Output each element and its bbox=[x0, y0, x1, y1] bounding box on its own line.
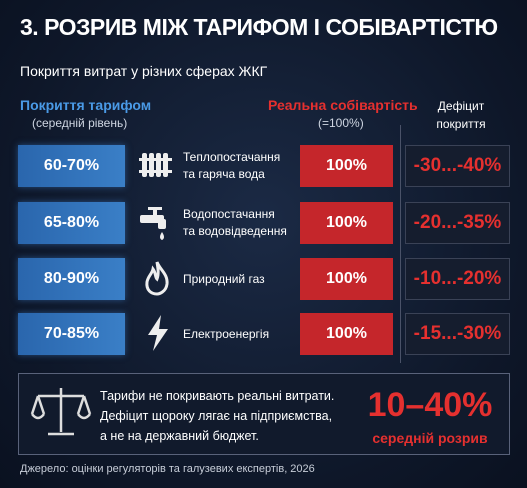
tariff-cell: 65-80% bbox=[18, 202, 125, 244]
sector-label: Природний газ bbox=[183, 271, 265, 288]
title: 3. РОЗРИВ МІЖ ТАРИФОМ І СОБІВАРТІСТЮ bbox=[20, 14, 498, 40]
sector-label: Теплопостачання та гаряча вода bbox=[183, 149, 280, 183]
deficit-header-line: покриття bbox=[436, 117, 486, 131]
cost-header: Реальна собівартість bbox=[268, 97, 418, 113]
sector-line: Природний газ bbox=[183, 271, 265, 286]
deficit-cell: -10...-20% bbox=[405, 258, 510, 300]
tariff-header: Покриття тарифом bbox=[20, 97, 152, 113]
summary-line: Дефіцит щороку лягає на підприємства, bbox=[100, 409, 333, 423]
tariff-cell: 60-70% bbox=[18, 145, 125, 187]
deficit-cell: -20...-35% bbox=[405, 202, 510, 244]
deficit-header: Дефіцит покриття bbox=[425, 97, 497, 133]
deficit-cell: -30...-40% bbox=[405, 145, 510, 187]
bolt-icon bbox=[148, 315, 168, 351]
sector-line: та гаряча вода bbox=[183, 167, 265, 181]
cost-cell: 100% bbox=[300, 145, 393, 187]
source: Джерело: оцінки регуляторів та галузевих… bbox=[20, 463, 315, 475]
deficit-cell: -15...-30% bbox=[405, 313, 510, 355]
cost-cell: 100% bbox=[300, 313, 393, 355]
summary-range-label: середній розрив bbox=[372, 430, 488, 446]
sector-label: Електроенергія bbox=[183, 326, 269, 343]
cost-cell: 100% bbox=[300, 258, 393, 300]
summary-line: а не на державний бюджет. bbox=[100, 429, 259, 443]
summary-line: Тарифи не покривають реальні витрати. bbox=[100, 389, 335, 403]
tap-icon bbox=[140, 207, 166, 240]
radiator-icon bbox=[139, 153, 172, 177]
sector-line: Водопостачання bbox=[183, 207, 275, 221]
deficit-header-line: Дефіцит bbox=[437, 99, 485, 113]
summary-box bbox=[18, 373, 510, 455]
sector-label: Водопостачання та водовідведення bbox=[183, 206, 287, 240]
sector-line: Теплопостачання bbox=[183, 150, 281, 164]
summary-range: 10–40% bbox=[367, 386, 493, 424]
subtitle: Покриття витрат у різних сферах ЖКГ bbox=[20, 63, 268, 79]
tariff-cell: 70-85% bbox=[18, 313, 125, 355]
tariff-cell: 80-90% bbox=[18, 258, 125, 300]
sector-line: Електроенергія bbox=[183, 326, 270, 341]
divider bbox=[400, 125, 401, 363]
summary-text: Тарифи не покривають реальні витрати. Де… bbox=[100, 386, 334, 446]
cost-note: (=100%) bbox=[318, 116, 364, 130]
flame-icon bbox=[145, 261, 169, 296]
tariff-note: (середній рівень) bbox=[32, 116, 128, 130]
cost-cell: 100% bbox=[300, 202, 393, 244]
scales-icon bbox=[30, 388, 92, 436]
sector-line: та водовідведення bbox=[183, 224, 287, 238]
